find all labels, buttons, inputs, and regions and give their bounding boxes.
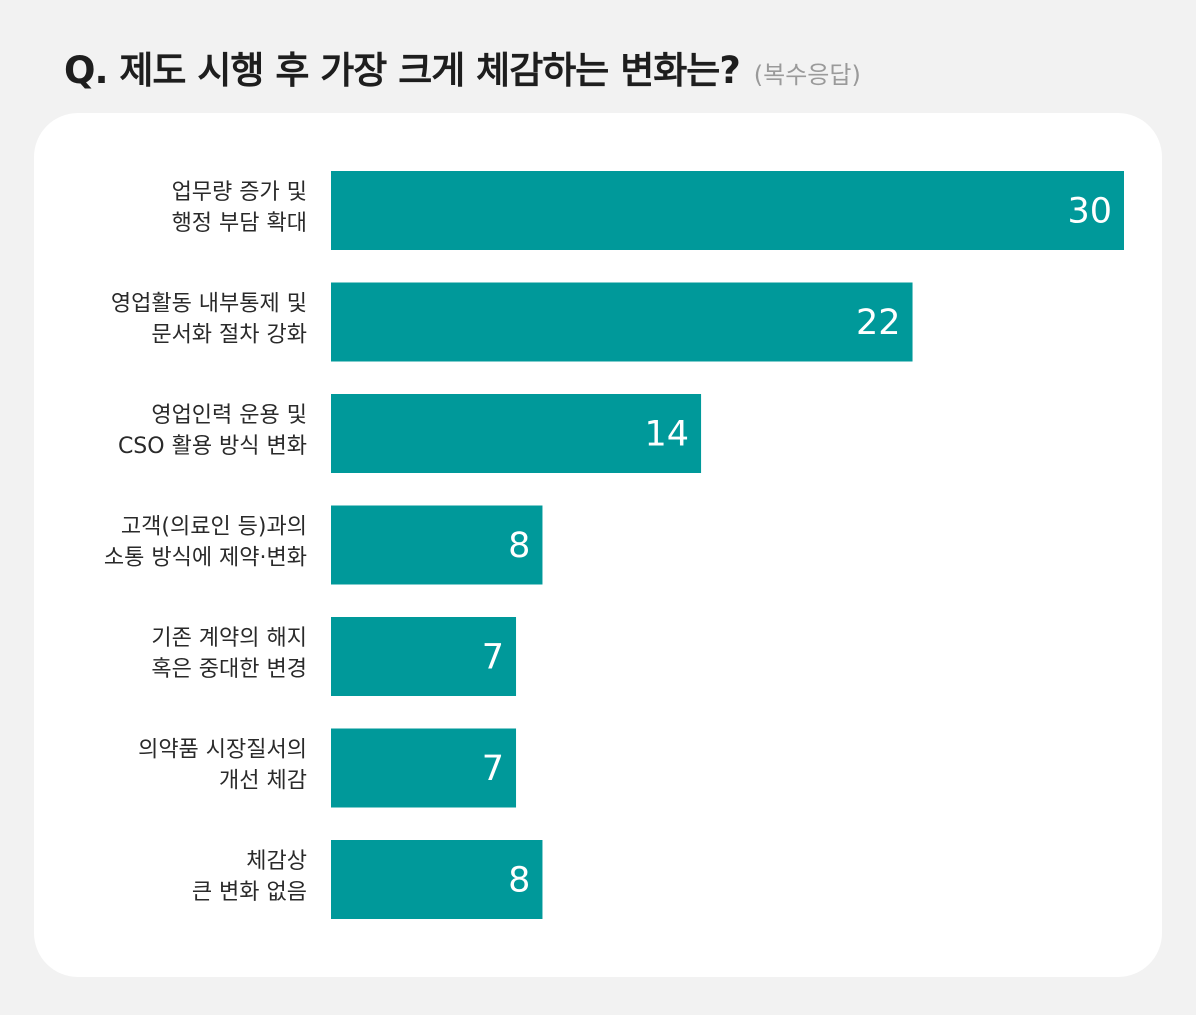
category-label: 개선 체감: [219, 769, 307, 794]
chart-title: Q. 제도 시행 후 가장 크게 체감하는 변화는?: [64, 49, 741, 92]
category-label: 기존 계약의 해지: [151, 626, 307, 651]
category-label: 고객(의료인 등)과의: [121, 515, 307, 540]
bar: [331, 505, 543, 585]
category-label: 행정 부담 확대: [172, 211, 307, 236]
category-label: 큰 변화 없음: [192, 880, 307, 905]
chart-subtitle: (복수응답): [753, 61, 861, 89]
bar: [331, 282, 913, 362]
bar-value-label: 7: [482, 749, 504, 789]
category-label: 영업인력 운용 및: [151, 403, 307, 428]
bar: [331, 728, 517, 808]
category-label: 문서화 절차 강화: [151, 323, 307, 348]
bar: [331, 394, 702, 473]
bar: [331, 840, 543, 919]
bar-value-label: 22: [856, 303, 901, 343]
category-label: 혹은 중대한 변경: [151, 657, 307, 682]
category-label: 의약품 시장질서의: [138, 738, 307, 763]
category-label: 업무량 증가 및: [172, 180, 307, 205]
category-label: 영업활동 내부통제 및: [111, 292, 307, 317]
bar-value-label: 30: [1067, 192, 1112, 232]
category-label: 소통 방식에 제약·변화: [104, 546, 307, 571]
bar-value-label: 8: [508, 861, 530, 901]
bar: [331, 617, 517, 696]
bar-value-label: 7: [482, 638, 504, 678]
category-label: CSO 활용 방식 변화: [118, 434, 307, 459]
title-row: Q. 제도 시행 후 가장 크게 체감하는 변화는? (복수응답): [64, 40, 861, 94]
bar-value-label: 8: [508, 526, 530, 566]
category-label: 체감상: [246, 849, 307, 874]
bar: [331, 171, 1124, 250]
bar-value-label: 14: [645, 415, 690, 455]
